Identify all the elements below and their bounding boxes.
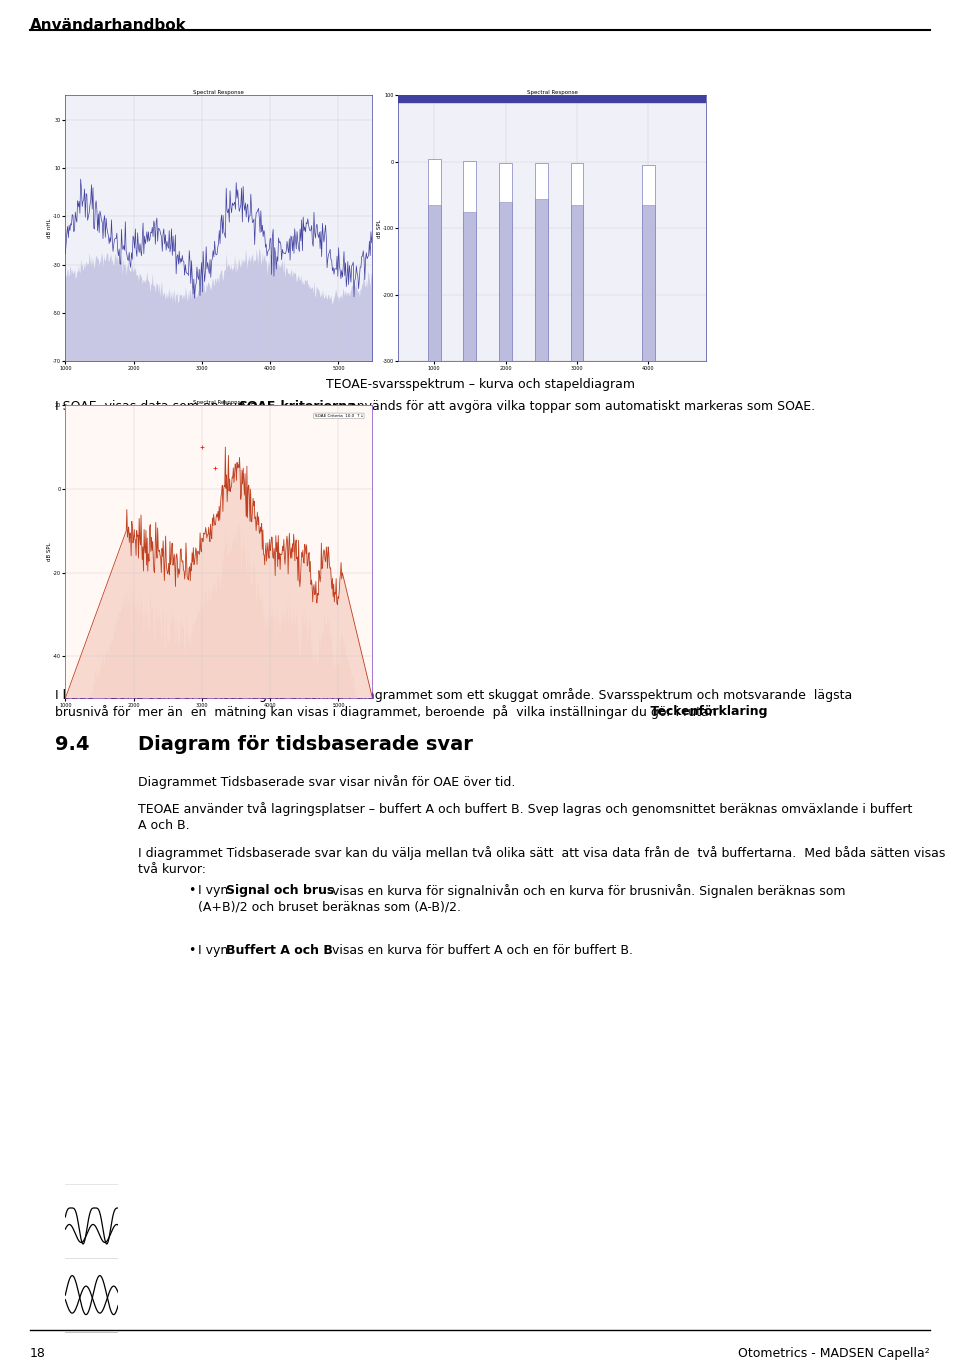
Text: A och B.: A och B.	[138, 818, 190, 832]
Text: Otometrics - MADSEN Capella²: Otometrics - MADSEN Capella²	[738, 1348, 930, 1360]
Title: Spectral Response: Spectral Response	[527, 90, 577, 95]
Text: •: •	[188, 944, 196, 958]
Y-axis label: dB SPL: dB SPL	[47, 543, 52, 561]
Text: Signal och brus: Signal och brus	[226, 884, 334, 898]
Text: SOAE-svarsspektrum: SOAE-svarsspektrum	[150, 666, 280, 678]
Bar	[499, 202, 512, 361]
Text: två kurvor:: två kurvor:	[138, 863, 206, 876]
Text: SOAE Criteria  10.0  ↑↓: SOAE Criteria 10.0 ↑↓	[315, 413, 363, 417]
Y-axis label: dB SPL: dB SPL	[376, 220, 382, 237]
Bar	[535, 164, 548, 361]
Text: Användarhandbok: Användarhandbok	[30, 18, 187, 33]
Bar	[398, 95, 706, 102]
Text: brusnivå för  mer än  en  mätning kan visas i diagrammet, beroende  på  vilka in: brusnivå för mer än en mätning kan visas…	[55, 705, 716, 719]
Text: (A+B)/2 och bruset beräknas som (A-B)/2.: (A+B)/2 och bruset beräknas som (A-B)/2.	[198, 902, 461, 914]
Text: Buffert A och B: Buffert A och B	[226, 944, 333, 958]
Text: •: •	[188, 884, 196, 898]
Bar	[428, 205, 441, 361]
Text: 9.4: 9.4	[55, 735, 89, 754]
Y-axis label: dB nHL: dB nHL	[47, 218, 52, 239]
Text: visas en kurva för buffert A och en för buffert B.: visas en kurva för buffert A och en för …	[328, 944, 633, 958]
Text: I vyn: I vyn	[198, 884, 232, 898]
Text: I både  TEOAE och SOAE visas lägsta brusnivå i diagrammet som ett skuggat område: I både TEOAE och SOAE visas lägsta brusn…	[55, 687, 852, 702]
Bar	[464, 161, 476, 361]
Bar	[642, 165, 655, 361]
Title: Spectral Response: Spectral Response	[194, 90, 244, 95]
Text: I diagrammet Tidsbaserade svar kan du välja mellan två olika sätt  att visa data: I diagrammet Tidsbaserade svar kan du vä…	[138, 846, 946, 859]
Text: Diagram för tidsbaserade svar: Diagram för tidsbaserade svar	[138, 735, 473, 754]
Bar	[428, 158, 441, 361]
Text: TEOAE använder två lagringsplatser – buffert A och buffert B. Svep lagras och ge: TEOAE använder två lagringsplatser – buf…	[138, 802, 912, 816]
Bar	[570, 205, 584, 361]
Text: I SOAE  visas data som en kurva.: I SOAE visas data som en kurva.	[55, 400, 266, 413]
Text: visas en kurva för signalnivån och en kurva för brusnivån. Signalen beräknas som: visas en kurva för signalnivån och en ku…	[328, 884, 846, 898]
Bar	[535, 199, 548, 361]
Text: Diagrammet Tidsbaserade svar visar nivån för OAE över tid.: Diagrammet Tidsbaserade svar visar nivån…	[138, 775, 516, 788]
Bar	[499, 164, 512, 361]
Bar	[464, 211, 476, 361]
Bar	[642, 205, 655, 361]
Text: TEOAE-svarsspektrum – kurva och stapeldiagram: TEOAE-svarsspektrum – kurva och stapeldi…	[325, 378, 635, 391]
Text: .: .	[762, 705, 766, 717]
Text: I vyn: I vyn	[198, 944, 232, 958]
Text: används för att avgöra vilka toppar som automatiskt markeras som SOAE.: används för att avgöra vilka toppar som …	[345, 400, 815, 413]
Text: Teckenförklaring: Teckenförklaring	[646, 705, 767, 717]
Text: 18: 18	[30, 1348, 46, 1360]
Text: SOAE-kriterierna: SOAE-kriterierna	[238, 400, 355, 413]
Title: Spectral Response: Spectral Response	[194, 400, 244, 405]
Bar	[570, 164, 584, 361]
